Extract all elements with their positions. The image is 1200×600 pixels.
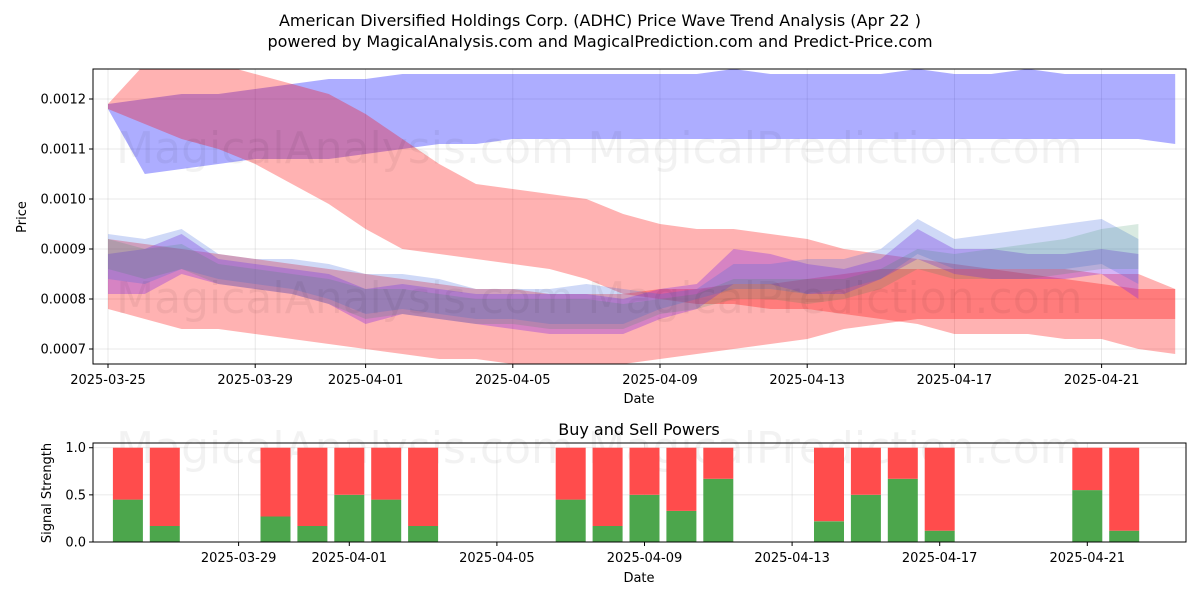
buy-sell-x-ticks: 2025-03-29 2025-04-01 2025-04-05 2025-04-09…	[201, 542, 1125, 566]
price-y-ticks: 0.0007 0.0008 0.0009 0.0010 0.0011 0.0012	[41, 93, 93, 358]
price-x-ticks: 2025-03-25 2025-03-29 2025-04-01 2025-04-05…	[70, 364, 1139, 388]
price-x-axis-title: Date	[623, 392, 654, 407]
price-x-tick-label: 2025-04-21	[1064, 373, 1140, 388]
watermark-analysis-top: MagicalAnalysis.com	[116, 123, 574, 174]
buy-sell-x-tick-label: 2025-03-29	[201, 551, 277, 566]
price-x-tick-label: 2025-04-17	[917, 373, 993, 388]
sell-bar	[149, 447, 180, 526]
sell-bar	[703, 447, 734, 479]
buy-sell-plot: Buy and Sell Powers MagicalAnalysis.com …	[40, 420, 1187, 586]
buy-sell-y-ticks: 0.0 0.5 1.0	[65, 441, 93, 551]
buy-bar	[371, 499, 402, 542]
buy-bar	[850, 494, 881, 542]
buy-bar	[666, 510, 697, 542]
watermark-analysis-mid: MagicalAnalysis.com	[116, 273, 574, 324]
watermark-prediction-top: MagicalPrediction.com	[588, 123, 1083, 174]
blue-cluster-wave-band	[108, 219, 1139, 324]
price-y-tick-label: 0.0011	[41, 143, 87, 158]
buy-sell-x-axis-title: Date	[623, 571, 654, 586]
green-cluster-wave-band	[108, 224, 1139, 329]
sell-bar	[629, 447, 660, 495]
price-x-tick-label: 2025-04-09	[622, 373, 698, 388]
buy-bar	[887, 478, 918, 542]
sell-bar	[814, 447, 844, 522]
buy-sell-x-tick-label: 2025-04-09	[607, 551, 683, 566]
buy-bar	[408, 526, 439, 542]
red-lower-wave-band	[108, 239, 1176, 364]
price-y-tick-label: 0.0009	[41, 243, 87, 258]
price-x-tick-label: 2025-04-13	[769, 373, 845, 388]
sell-bar	[850, 447, 881, 495]
sell-bar	[555, 447, 586, 500]
buy-bar	[924, 530, 955, 542]
buy-sell-x-tick-label: 2025-04-13	[754, 551, 830, 566]
price-y-tick-label: 0.0012	[41, 93, 87, 108]
buy-sell-plot-frame	[92, 442, 1187, 543]
watermark-prediction-mid: MagicalPrediction.com	[588, 273, 1083, 324]
price-y-axis-title: Price	[15, 201, 30, 233]
price-y-tick-label: 0.0008	[41, 293, 87, 308]
buy-sell-y-tick-label: 0.0	[65, 536, 86, 551]
sell-bar	[924, 447, 955, 531]
sell-bar	[297, 447, 328, 526]
sell-bar	[666, 447, 697, 511]
buy-bar	[592, 526, 623, 542]
buy-bar	[334, 494, 365, 542]
price-x-tick-label: 2025-04-05	[475, 373, 551, 388]
price-plot-frame	[92, 68, 1187, 365]
buy-bar	[149, 526, 180, 542]
price-grid	[93, 69, 1186, 364]
price-x-tick-label: 2025-03-25	[70, 373, 146, 388]
buy-sell-x-tick-label: 2025-04-17	[902, 551, 978, 566]
buy-sell-x-tick-label: 2025-04-05	[459, 551, 535, 566]
buy-sell-x-tick-label: 2025-04-01	[312, 551, 388, 566]
sell-bar	[887, 447, 918, 479]
buy-bar	[555, 499, 586, 542]
price-wave-bands	[108, 69, 1176, 364]
price-wave-plot: MagicalAnalysis.com MagicalPrediction.co…	[15, 68, 1187, 407]
red-falling-wave-band	[108, 69, 1176, 354]
buy-sell-x-tick-label: 2025-04-21	[1050, 551, 1126, 566]
buy-sell-y-tick-label: 0.5	[65, 488, 86, 503]
buy-bar	[297, 526, 328, 542]
sell-bar	[592, 447, 623, 526]
buy-bar	[1072, 490, 1103, 542]
buy-bar	[629, 494, 660, 542]
sell-bar	[260, 447, 291, 517]
sell-bar	[408, 447, 439, 526]
upper-blue-wave-band	[108, 69, 1176, 174]
sell-bar	[334, 447, 365, 495]
chart-subtitle: powered by MagicalAnalysis.com and Magic…	[267, 32, 932, 51]
buy-bar	[1109, 530, 1140, 542]
chart-title: American Diversified Holdings Corp. (ADH…	[279, 11, 921, 30]
price-x-tick-label: 2025-04-01	[328, 373, 404, 388]
buy-bar	[703, 478, 734, 542]
sell-bar	[371, 447, 402, 500]
buy-bar	[814, 521, 844, 542]
price-x-tick-label: 2025-03-29	[217, 373, 293, 388]
sell-bar	[1072, 447, 1103, 491]
buy-sell-y-axis-title: Signal Strength	[40, 443, 55, 543]
buy-sell-y-tick-label: 1.0	[65, 441, 86, 456]
price-y-tick-label: 0.0010	[41, 193, 87, 208]
sell-bar	[112, 447, 143, 500]
price-y-tick-label: 0.0007	[41, 343, 87, 358]
buy-bar	[260, 516, 291, 542]
buy-sell-title: Buy and Sell Powers	[558, 420, 720, 439]
sell-bar	[1109, 447, 1140, 531]
purple-cluster-wave-band	[108, 229, 1139, 334]
buy-bar	[112, 499, 143, 542]
buy-sell-bars	[112, 447, 1140, 542]
